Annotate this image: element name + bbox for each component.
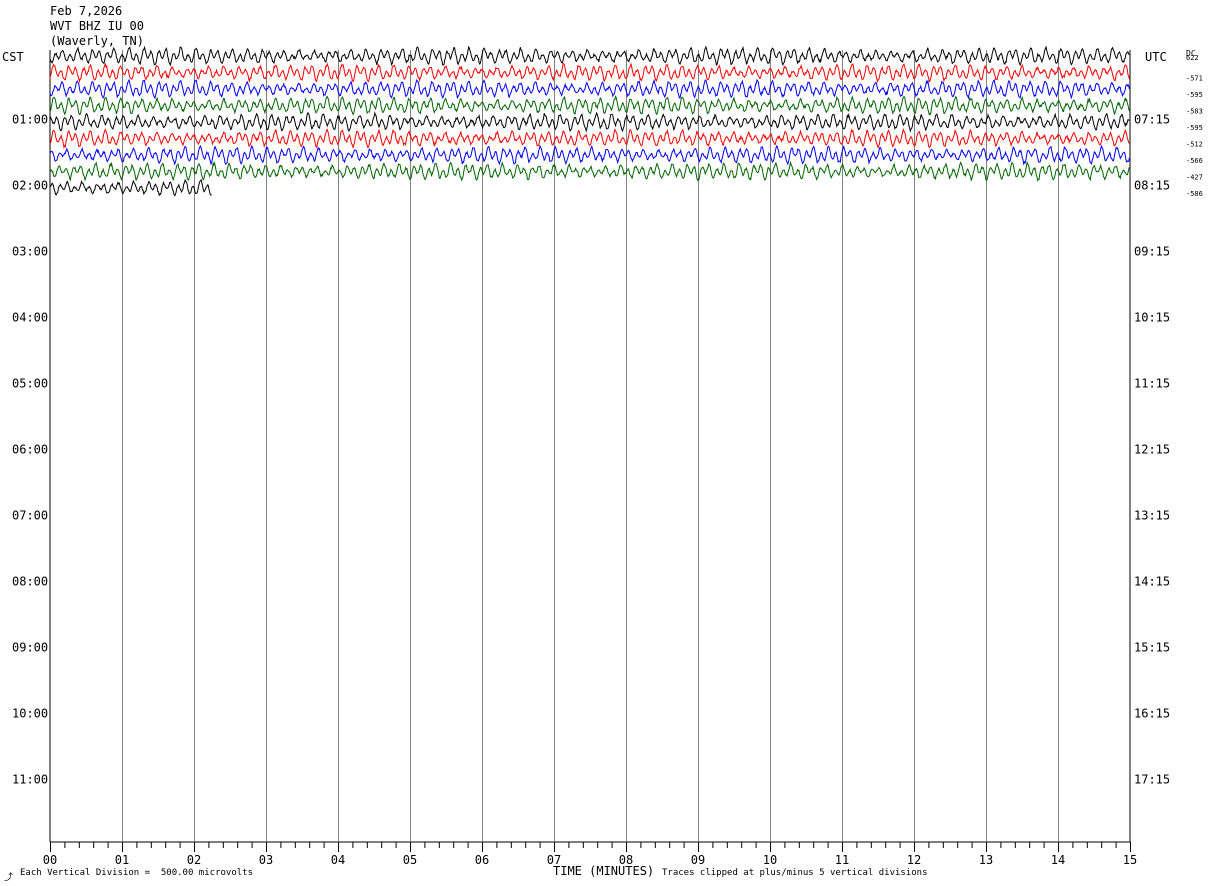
dc-offset-label: -571 [1186,75,1203,83]
left-hour-label: 07:00 [12,508,48,522]
x-tick-label: 02 [187,853,201,867]
dc-offset-label: -427 [1186,174,1203,182]
x-tick-label: 15 [1123,853,1137,867]
x-tick-label: 09 [691,853,705,867]
right-hour-label: 15:15 [1134,640,1170,654]
left-hour-label: 01:00 [12,112,48,126]
x-tick-label: 14 [1051,853,1065,867]
seismic-trace [49,127,1130,150]
dc-offset-label: 622 [1186,54,1199,62]
seismic-trace [49,45,1130,67]
dc-offset-label: -586 [1186,190,1203,198]
header-station: WVT BHZ IU 00 [50,19,144,33]
right-hour-label: 11:15 [1134,376,1170,390]
x-tick-label: 08 [619,853,633,867]
seismic-trace [49,111,1130,133]
right-hour-label: 14:15 [1134,574,1170,588]
left-hour-label: 04:00 [12,310,48,324]
dc-offset-label: -595 [1186,124,1203,132]
left-hour-label: 05:00 [12,376,48,390]
x-tick-label: 06 [475,853,489,867]
right-timezone-label: UTC [1145,50,1167,64]
right-hour-label: 13:15 [1134,508,1170,522]
x-tick-label: 12 [907,853,921,867]
x-axis-title: TIME (MINUTES) [553,864,655,878]
seismic-trace [49,78,1130,100]
right-hour-label: 10:15 [1134,310,1170,324]
x-tick-label: 11 [835,853,849,867]
x-tick-label: 00 [43,853,57,867]
x-tick-label: 03 [259,853,273,867]
dc-offset-label: -566 [1186,157,1203,165]
left-hour-label: 02:00 [12,178,48,192]
clip-note: Traces clipped at plus/minus 5 vertical … [662,868,928,878]
dc-header: DC [1186,49,1196,58]
seismic-trace [49,144,1130,166]
left-hour-label: 06:00 [12,442,48,456]
header-location: (Waverly, TN) [50,34,144,48]
seismic-trace [49,62,1130,84]
division-note: Each Vertical Division = 500.00 microvol… [20,868,253,878]
small-mark-icon: ⤴ [4,873,14,883]
right-hour-label: 08:15 [1134,178,1170,192]
seismic-trace [49,178,212,197]
x-tick-label: 07 [547,853,561,867]
right-hour-label: 07:15 [1134,112,1170,126]
x-tick-label: 01 [115,853,129,867]
x-tick-label: 13 [979,853,993,867]
left-timezone-label: CST [2,50,24,64]
left-hour-label: 11:00 [12,772,48,786]
dc-offset-label: -595 [1186,91,1203,99]
seismic-trace [49,160,1130,183]
header-date: Feb 7,2026 [50,4,123,18]
left-hour-label: 09:00 [12,640,48,654]
right-hour-label: 09:15 [1134,244,1170,258]
seismic-trace [49,95,1130,116]
right-hour-label: 12:15 [1134,442,1170,456]
right-hour-label: 17:15 [1134,772,1170,786]
x-tick-label: 04 [331,853,345,867]
x-tick-label: 05 [403,853,417,867]
left-hour-label: 03:00 [12,244,48,258]
left-hour-label: 08:00 [12,574,48,588]
dc-offset-label: -512 [1186,141,1203,149]
right-hour-label: 16:15 [1134,706,1170,720]
x-tick-label: 10 [763,853,777,867]
dc-offset-label: -583 [1186,108,1203,116]
left-hour-label: 10:00 [12,706,48,720]
